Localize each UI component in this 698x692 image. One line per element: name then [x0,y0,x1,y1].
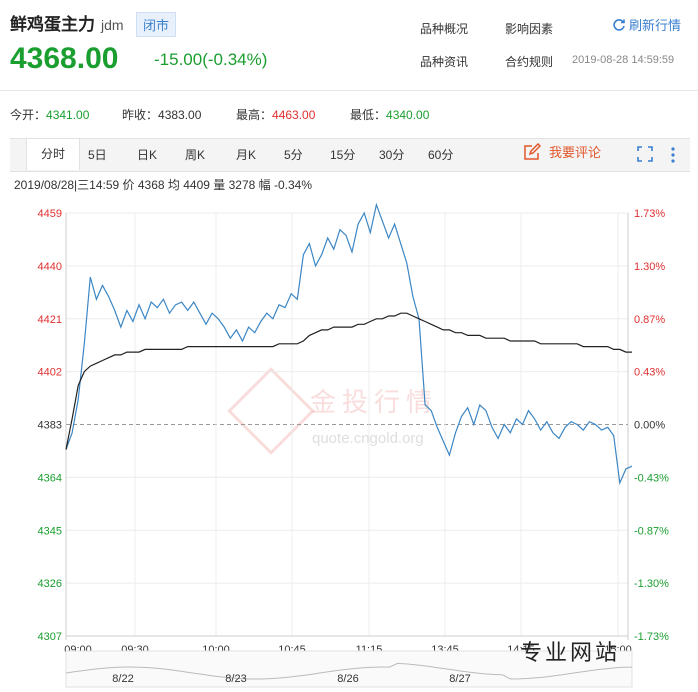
y-right-tick-label: -0.43% [634,472,669,484]
y-right-tick-label: 1.30% [634,261,665,273]
last-price: 4368.00 [10,42,119,75]
instrument-code: jdm [101,17,124,33]
refresh-label: 刷新行情 [629,18,682,33]
tab-daily-k[interactable]: 日K [137,148,158,162]
instrument-title: 鲜鸡蛋主力 jdm [10,10,124,35]
stat-high: 最高：4463.00 [236,108,316,122]
navigator-date-label: 8/27 [449,673,470,685]
comment-label: 我要评论 [549,145,602,160]
y-right-tick-label: 0.43% [634,367,665,379]
y-right-tick-label: -1.73% [634,631,669,643]
tab-30min[interactable]: 30分 [379,148,405,162]
divider [0,90,698,91]
instrument-name: 鲜鸡蛋主力 [10,15,95,34]
navigator-date-label: 8/22 [112,673,133,685]
tab-5min[interactable]: 5分 [284,148,303,162]
tab-15min[interactable]: 15分 [330,148,356,162]
y-tick-label: 4345 [38,525,62,537]
quote-timestamp: 2019-08-28 14:59:59 [572,54,675,66]
y-tick-label: 4383 [38,420,62,432]
edit-icon [524,142,542,160]
link-contract-rules[interactable]: 合约规则 [505,55,554,69]
watermark-url: quote.cngold.org [312,430,424,447]
y-right-tick-label: 1.73% [634,208,665,220]
stat-low: 最低：4340.00 [350,108,430,122]
tab-weekly-k[interactable]: 周K [185,148,206,162]
stat-prev-close: 昨收：4383.00 [122,108,202,122]
y-tick-label: 4421 [38,314,62,326]
period-tabs: 分时 5日 日K 周K 月K 5分 15分 30分 60分 [10,138,690,172]
navigator-line [65,662,633,680]
tab-5day[interactable]: 5日 [88,148,107,162]
comment-button[interactable]: 我要评论 [523,142,601,161]
watermark-text: 金投行情 [310,387,439,417]
y-tick-label: 4459 [38,208,62,220]
link-influence-factors[interactable]: 影响因素 [505,22,554,36]
y-tick-label: 4440 [38,261,62,273]
y-right-tick-label: -1.30% [634,578,669,590]
crosshair-info: 2019/08/28|三14:59 价 4368 均 4409 量 3278 幅… [14,178,312,192]
market-status-badge: 闭市 [136,12,177,37]
navigator-date-label: 8/26 [337,673,358,685]
more-options-icon[interactable] [670,146,676,164]
y-tick-label: 4402 [38,367,62,379]
navigator-date-label: 8/23 [225,673,246,685]
y-right-tick-label: 0.00% [634,420,665,432]
tab-monthly-k[interactable]: 月K [236,148,257,162]
watermark-badge: 专业网站 [520,640,621,665]
refresh-icon [613,19,625,31]
y-right-tick-label: 0.87% [634,314,665,326]
refresh-button[interactable]: 刷新行情 [612,15,681,34]
tab-intraday[interactable]: 分时 [26,139,81,170]
intraday-chart: 4459 4440 4421 4402 4383 4364 4345 4326 4307 1.7… [38,202,669,688]
price-line [65,202,633,486]
y-right-tick-label: -0.87% [634,525,669,537]
y-tick-label: 4364 [38,472,62,484]
link-product-overview[interactable]: 品种概况 [420,22,469,36]
price-change: -15.00(-0.34%) [154,50,268,69]
average-line [65,312,632,450]
y-tick-label: 4307 [38,631,62,643]
tab-60min[interactable]: 60分 [428,148,454,162]
y-tick-label: 4326 [38,578,62,590]
fullscreen-icon[interactable] [637,146,653,162]
stat-open: 今开：4341.00 [10,108,90,122]
link-product-news[interactable]: 品种资讯 [420,55,469,69]
